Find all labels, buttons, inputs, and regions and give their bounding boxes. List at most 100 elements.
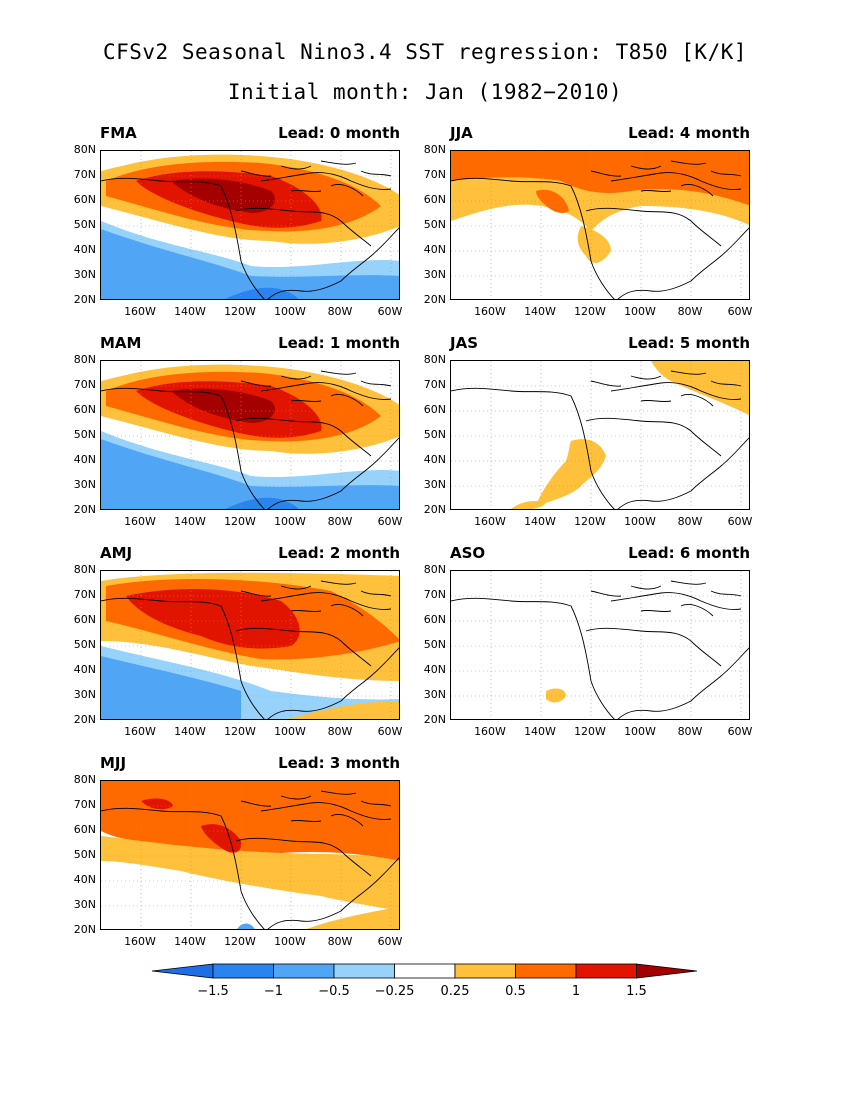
colorbar-tick-label: 1 bbox=[571, 984, 581, 999]
shaded-regression-field bbox=[101, 571, 399, 719]
latitude-tick-label: 60N bbox=[73, 403, 96, 416]
longitude-tick-label: 100W bbox=[274, 515, 306, 528]
contour-fill bbox=[237, 923, 255, 929]
longitude-tick-label: 80W bbox=[327, 305, 353, 318]
latitude-tick-label: 30N bbox=[73, 268, 96, 281]
contour-fill bbox=[201, 824, 242, 853]
colorbar-tick-label: −1 bbox=[263, 984, 284, 999]
panel-lead-label: Lead: 1 month bbox=[278, 334, 400, 352]
contour-fill bbox=[536, 189, 569, 214]
map-plot-area bbox=[450, 360, 750, 510]
panel-lead-label: Lead: 3 month bbox=[278, 754, 400, 772]
latitude-tick-label: 70N bbox=[73, 378, 96, 391]
contour-fill bbox=[306, 906, 399, 929]
contour-fill bbox=[101, 656, 241, 719]
contour-fill bbox=[171, 388, 275, 423]
latitude-tick-label: 80N bbox=[423, 143, 446, 156]
contour-fill bbox=[287, 701, 399, 719]
coastline bbox=[451, 370, 749, 509]
longitude-tick-label: 60W bbox=[727, 725, 753, 738]
figure-title: CFSv2 Seasonal Nino3.4 SST regression: T… bbox=[102, 40, 747, 64]
coastline bbox=[101, 160, 399, 299]
colorbar-max-arrow bbox=[636, 963, 698, 979]
panel-season-label: FMA bbox=[100, 124, 137, 142]
panel-title: ASO Lead: 6 month bbox=[450, 544, 750, 566]
coastline bbox=[101, 790, 399, 929]
latitude-tick-label: 80N bbox=[73, 773, 96, 786]
latitude-tick-label: 60N bbox=[423, 613, 446, 626]
longitude-tick-label: 60W bbox=[377, 305, 403, 318]
latitude-tick-label: 60N bbox=[423, 193, 446, 206]
coastline bbox=[101, 370, 399, 509]
panel-title: MAM Lead: 1 month bbox=[100, 334, 400, 356]
latitude-tick-label: 70N bbox=[73, 168, 96, 181]
longitude-tick-label: 120W bbox=[224, 935, 256, 948]
map-plot-area bbox=[100, 780, 400, 930]
longitude-tick-label: 140W bbox=[174, 725, 206, 738]
longitude-tick-label: 140W bbox=[174, 515, 206, 528]
contour-fill bbox=[101, 229, 399, 299]
longitude-tick-label: 80W bbox=[327, 725, 353, 738]
longitude-tick-label: 160W bbox=[474, 305, 506, 318]
contour-fill bbox=[126, 589, 300, 649]
latitude-tick-label: 40N bbox=[73, 243, 96, 256]
latitude-tick-label: 80N bbox=[73, 563, 96, 576]
longitude-tick-label: 60W bbox=[727, 515, 753, 528]
latitude-tick-label: 20N bbox=[73, 293, 96, 306]
latitude-tick-label: 60N bbox=[423, 403, 446, 416]
panel-title: FMA Lead: 0 month bbox=[100, 124, 400, 146]
latitude-tick-label: 40N bbox=[73, 663, 96, 676]
panel-season-label: MJJ bbox=[100, 754, 127, 772]
map-panel-mjj: MJJ Lead: 3 month 80N 70N 60N 50N 40N 30N 20N 160… bbox=[74, 754, 450, 975]
longitude-tick-label: 120W bbox=[574, 725, 606, 738]
panel-lead-label: Lead: 0 month bbox=[278, 124, 400, 142]
coastline bbox=[101, 580, 399, 719]
longitude-tick-label: 140W bbox=[174, 305, 206, 318]
map-panel-jas: JAS Lead: 5 month 80N 70N 60N 50N 40N 30N 20N 160… bbox=[424, 334, 800, 555]
contour-fill bbox=[651, 361, 749, 416]
longitude-tick-label: 100W bbox=[624, 305, 656, 318]
longitude-tick-label: 100W bbox=[274, 935, 306, 948]
colorbar-tick-label: 0.25 bbox=[440, 984, 470, 999]
shaded-regression-field bbox=[101, 151, 399, 299]
panel-title: AMJ Lead: 2 month bbox=[100, 544, 400, 566]
longitude-tick-label: 140W bbox=[524, 515, 556, 528]
latitude-tick-label: 70N bbox=[423, 168, 446, 181]
colorbar-tick-label: 0.5 bbox=[505, 984, 526, 999]
shaded-regression-field bbox=[451, 571, 749, 719]
longitude-tick-label: 80W bbox=[677, 305, 703, 318]
panel-season-label: ASO bbox=[450, 544, 486, 562]
longitude-tick-label: 120W bbox=[224, 305, 256, 318]
shaded-regression-field bbox=[101, 361, 399, 509]
panel-lead-label: Lead: 6 month bbox=[628, 544, 750, 562]
longitude-tick-label: 160W bbox=[124, 725, 156, 738]
map-plot-area bbox=[450, 570, 750, 720]
panel-season-label: AMJ bbox=[100, 544, 133, 562]
longitude-tick-label: 140W bbox=[524, 305, 556, 318]
latitude-tick-label: 30N bbox=[73, 688, 96, 701]
longitude-tick-label: 160W bbox=[124, 305, 156, 318]
colorbar-segment bbox=[575, 963, 637, 979]
latitude-tick-label: 70N bbox=[423, 588, 446, 601]
colorbar-segment bbox=[515, 963, 577, 979]
map-panel-aso: ASO Lead: 6 month 80N 70N 60N 50N 40N 30N 20N 160… bbox=[424, 544, 800, 765]
latitude-tick-label: 50N bbox=[423, 428, 446, 441]
latitude-tick-label: 40N bbox=[423, 243, 446, 256]
map-panel-mam: MAM Lead: 1 month 80N 70N 60N 50N 40N 30N 20N 160… bbox=[74, 334, 450, 555]
coastline bbox=[451, 160, 749, 299]
panel-title: MJJ Lead: 3 month bbox=[100, 754, 400, 776]
latitude-tick-label: 20N bbox=[73, 713, 96, 726]
longitude-tick-label: 60W bbox=[377, 725, 403, 738]
latitude-tick-label: 30N bbox=[423, 268, 446, 281]
contour-fill bbox=[511, 501, 546, 509]
longitude-tick-label: 80W bbox=[327, 935, 353, 948]
latitude-tick-label: 30N bbox=[73, 898, 96, 911]
panel-season-label: JJA bbox=[450, 124, 473, 142]
panel-season-label: JAS bbox=[450, 334, 478, 352]
latitude-tick-label: 60N bbox=[73, 613, 96, 626]
latitude-tick-label: 30N bbox=[423, 478, 446, 491]
latitude-tick-label: 40N bbox=[423, 453, 446, 466]
colorbar-tick-label: −1.5 bbox=[197, 984, 229, 999]
contour-fill bbox=[171, 178, 275, 213]
panel-lead-label: Lead: 4 month bbox=[628, 124, 750, 142]
